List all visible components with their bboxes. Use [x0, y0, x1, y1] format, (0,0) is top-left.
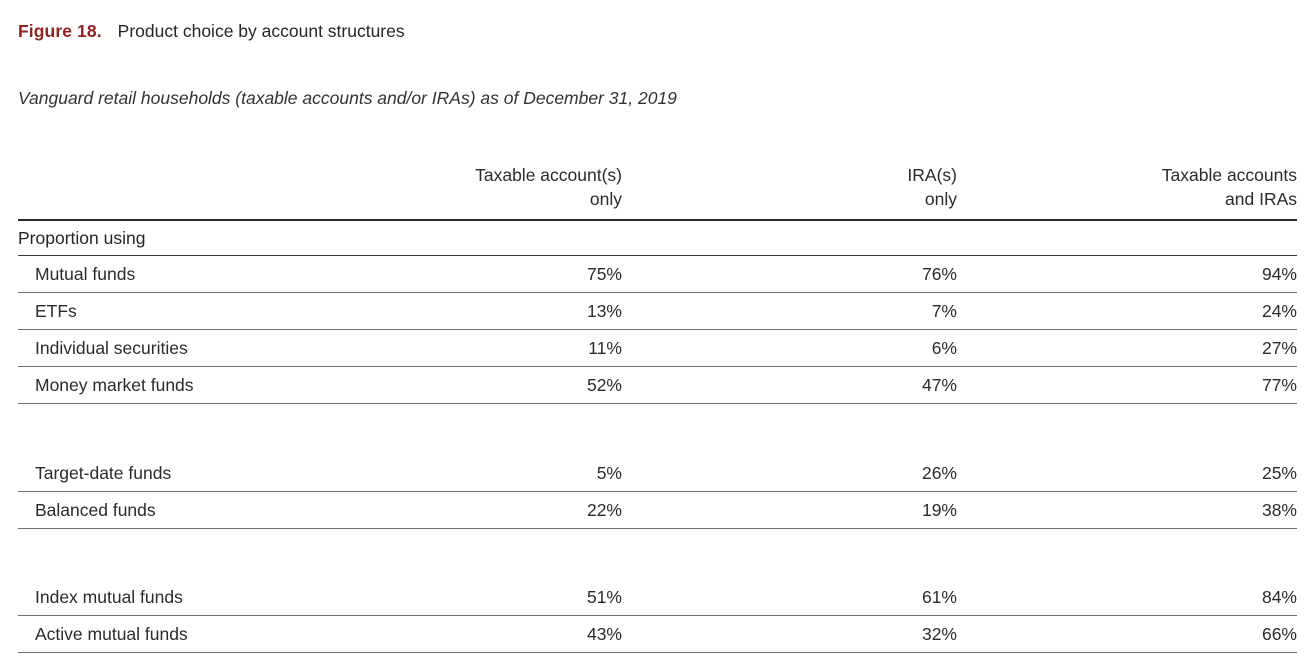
cell-taxable-and-ira: 77% — [957, 366, 1297, 404]
cell-taxable-only: 51% — [398, 579, 622, 616]
row-label: ETFs — [18, 292, 398, 330]
product-choice-table: Taxable account(s) only IRA(s) only Taxa… — [18, 163, 1297, 653]
cell-taxable-and-ira: 24% — [957, 292, 1297, 330]
cell-ira-only: 76% — [622, 255, 957, 293]
figure-subtitle: Vanguard retail households (taxable acco… — [18, 88, 677, 108]
row-label: Mutual funds — [18, 255, 398, 293]
cell-ira-only: 6% — [622, 329, 957, 367]
table-row-target-date-funds: Target-date funds 5% 26% 25% — [18, 454, 1297, 492]
row-label: Money market funds — [18, 366, 398, 404]
table-row-mutual-funds: Mutual funds 75% 76% 94% — [18, 255, 1297, 293]
figure-number-label: Figure 18. — [18, 21, 102, 41]
row-label: Index mutual funds — [18, 579, 398, 616]
cell-taxable-and-ira: 66% — [957, 615, 1297, 653]
row-label: Active mutual funds — [18, 615, 398, 653]
section-header-row: Proportion using — [18, 220, 1297, 256]
group-spacer — [18, 528, 1297, 579]
table-row-index-mutual-funds: Index mutual funds 51% 61% 84% — [18, 579, 1297, 616]
header-taxable-only: Taxable account(s) only — [398, 163, 622, 221]
cell-taxable-and-ira: 27% — [957, 329, 1297, 367]
table-row-money-market-funds: Money market funds 52% 47% 77% — [18, 366, 1297, 404]
cell-taxable-only: 11% — [398, 329, 622, 367]
figure-title: Product choice by account structures — [117, 21, 405, 41]
cell-ira-only: 32% — [622, 615, 957, 653]
header-empty-cell — [18, 163, 398, 221]
cell-taxable-and-ira: 84% — [957, 579, 1297, 616]
header-taxable-only-line1: Taxable account(s) — [475, 165, 622, 185]
row-label: Individual securities — [18, 329, 398, 367]
cell-ira-only: 7% — [622, 292, 957, 330]
header-taxable-only-line2: only — [589, 189, 622, 209]
header-taxable-and-ira-line1: Taxable accounts — [1161, 165, 1297, 185]
table-head: Taxable account(s) only IRA(s) only Taxa… — [18, 163, 1297, 221]
row-label: Balanced funds — [18, 491, 398, 529]
table-row-balanced-funds: Balanced funds 22% 19% 38% — [18, 491, 1297, 529]
cell-ira-only: 19% — [622, 491, 957, 529]
header-taxable-and-ira: Taxable accounts and IRAs — [957, 163, 1297, 221]
header-ira-only-line2: only — [924, 189, 957, 209]
table-header-row: Taxable account(s) only IRA(s) only Taxa… — [18, 163, 1297, 221]
row-label: Target-date funds — [18, 454, 398, 492]
cell-taxable-and-ira: 94% — [957, 255, 1297, 293]
cell-taxable-only: 22% — [398, 491, 622, 529]
table-body: Proportion using Mutual funds 75% 76% 94… — [18, 220, 1297, 653]
group-spacer — [18, 404, 1297, 455]
cell-taxable-and-ira: 25% — [957, 454, 1297, 492]
cell-taxable-only: 5% — [398, 454, 622, 492]
section-header-label: Proportion using — [18, 220, 1297, 256]
cell-taxable-only: 75% — [398, 255, 622, 293]
cell-taxable-only: 13% — [398, 292, 622, 330]
cell-taxable-only: 52% — [398, 366, 622, 404]
header-ira-only-line1: IRA(s) — [907, 165, 957, 185]
header-taxable-and-ira-line2: and IRAs — [1225, 189, 1297, 209]
table-row-active-mutual-funds: Active mutual funds 43% 32% 66% — [18, 615, 1297, 653]
cell-ira-only: 26% — [622, 454, 957, 492]
table-row-etfs: ETFs 13% 7% 24% — [18, 292, 1297, 330]
figure-header: Figure 18. Product choice by account str… — [18, 21, 1297, 42]
table-row-individual-securities: Individual securities 11% 6% 27% — [18, 329, 1297, 367]
cell-taxable-only: 43% — [398, 615, 622, 653]
cell-taxable-and-ira: 38% — [957, 491, 1297, 529]
cell-ira-only: 47% — [622, 366, 957, 404]
cell-ira-only: 61% — [622, 579, 957, 616]
header-ira-only: IRA(s) only — [622, 163, 957, 221]
